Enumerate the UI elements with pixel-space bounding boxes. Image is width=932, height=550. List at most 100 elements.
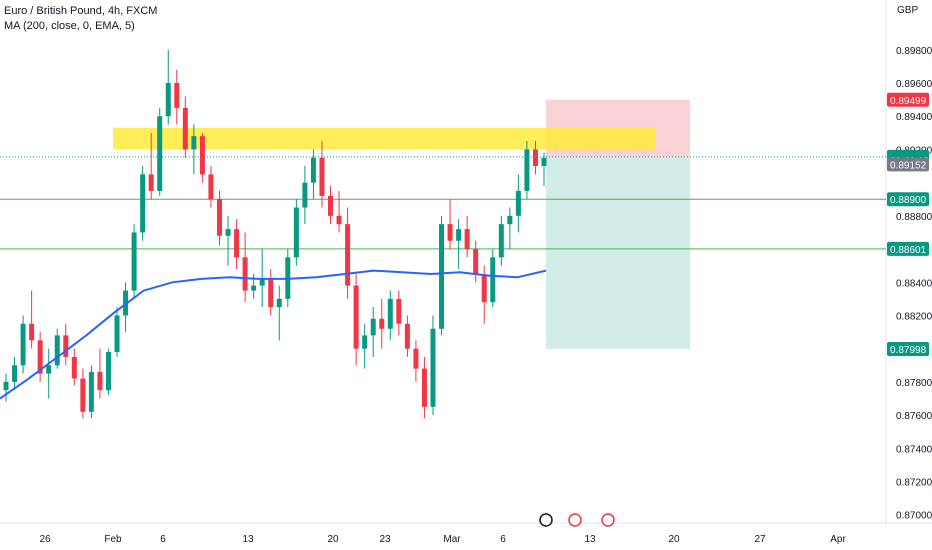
- candle-body: [319, 157, 325, 196]
- price-tag-label: 0.89152: [890, 160, 927, 171]
- candle-body: [421, 368, 427, 407]
- candle-body: [302, 182, 308, 208]
- currency-label: GBP: [897, 5, 919, 16]
- candle-body: [447, 224, 453, 241]
- price-tag-label: 0.88900: [890, 195, 927, 206]
- price-tick-label: 0.87800: [896, 378, 932, 389]
- candle-body: [140, 174, 146, 233]
- candle-body: [208, 174, 214, 200]
- time-tick-label: Feb: [104, 534, 122, 545]
- candle-body: [532, 149, 538, 167]
- time-tick-label: 26: [39, 534, 51, 545]
- candle-body: [12, 365, 18, 382]
- candle-body: [456, 229, 462, 241]
- candle-body: [396, 298, 402, 324]
- indicator-legend[interactable]: MA (200, close, 0, EMA, 5): [4, 20, 135, 32]
- candle-body: [464, 229, 470, 250]
- time-tick-label: 6: [500, 534, 506, 545]
- time-tick-label: 6: [160, 534, 166, 545]
- price-tag-label: 0.88601: [890, 245, 927, 256]
- time-tick-label: 13: [242, 534, 254, 545]
- take-profit-zone: [546, 156, 690, 349]
- candle-body: [97, 371, 103, 391]
- candle-body: [174, 83, 180, 108]
- candle-body: [37, 340, 43, 374]
- time-tick-label: Mar: [443, 534, 461, 545]
- candle-body: [490, 257, 496, 303]
- price-tag-3: [887, 157, 929, 172]
- candle-body: [336, 215, 342, 225]
- price-tick-label: 0.87200: [896, 477, 932, 488]
- candle-body: [413, 348, 419, 369]
- price-tick-label: 0.87000: [896, 511, 932, 522]
- candle-body: [404, 323, 410, 349]
- candle-body: [3, 381, 9, 391]
- candle-body: [29, 323, 35, 341]
- candle-body: [191, 136, 197, 150]
- price-tick-label: 0.88200: [896, 311, 932, 322]
- price-tick-label: 0.89400: [896, 112, 932, 123]
- candle-body: [276, 298, 282, 308]
- price-tick-label: 0.88400: [896, 278, 932, 289]
- candle-body: [80, 378, 86, 412]
- time-tick-label: 27: [754, 534, 766, 545]
- candle-body: [157, 116, 163, 191]
- candle-body: [293, 207, 299, 258]
- economic-event-icon: [568, 513, 582, 527]
- candle-body: [328, 195, 334, 216]
- candle-body: [473, 249, 479, 274]
- price-tag-5: [887, 241, 929, 256]
- candle-body: [507, 215, 513, 225]
- price-tick-label: 0.89800: [896, 46, 932, 57]
- candle-body: [225, 229, 231, 236]
- price-tag-4: [887, 192, 929, 207]
- economic-event-icon: [601, 513, 615, 527]
- moving-average-line: [0, 269, 547, 400]
- candle-body: [71, 356, 77, 379]
- candle-body: [88, 371, 94, 412]
- time-tick-label: Apr: [830, 534, 846, 545]
- candle-body: [379, 318, 385, 329]
- price-tick-label: 0.87600: [896, 411, 932, 422]
- candle-body: [234, 229, 240, 258]
- candle-body: [362, 335, 368, 349]
- candle-body: [370, 318, 376, 336]
- candle-body: [498, 224, 504, 258]
- candle-body: [114, 315, 120, 352]
- time-tick-label: 23: [379, 534, 391, 545]
- candle-body: [259, 278, 265, 286]
- price-tick-label: 0.89600: [896, 79, 932, 90]
- candle-body: [251, 285, 257, 291]
- candle-body: [20, 323, 26, 366]
- time-tick-label: 20: [327, 534, 339, 545]
- candle-body: [345, 224, 351, 286]
- candle-body: [387, 298, 393, 329]
- price-tag-6: [887, 341, 929, 356]
- chart-title: Euro / British Pound, 4h, FXCM: [4, 5, 158, 17]
- price-tag-0: [887, 92, 929, 107]
- resistance-zone: [113, 127, 656, 150]
- candle-body: [199, 136, 205, 175]
- candle-body: [148, 174, 154, 191]
- candle-body: [216, 199, 222, 236]
- time-tick-label: 13: [584, 534, 596, 545]
- candle-body: [165, 83, 171, 117]
- candle-body: [268, 278, 274, 308]
- candle-body: [430, 328, 436, 407]
- candle-body: [54, 335, 60, 366]
- candle-body: [105, 351, 111, 391]
- candle-body: [524, 149, 530, 191]
- price-tick-label: 0.88800: [896, 212, 932, 223]
- candle-body: [242, 257, 248, 291]
- candle-body: [131, 232, 137, 291]
- candle-body: [353, 285, 359, 349]
- time-tick-label: 20: [668, 534, 680, 545]
- candle-body: [439, 224, 445, 329]
- dividends-event-icon: [539, 513, 553, 527]
- candle-body: [310, 157, 316, 183]
- price-tag-label: 0.89499: [890, 96, 927, 107]
- price-tick-label: 0.87400: [896, 444, 932, 455]
- candle-body: [481, 273, 487, 303]
- candle-body: [541, 157, 547, 167]
